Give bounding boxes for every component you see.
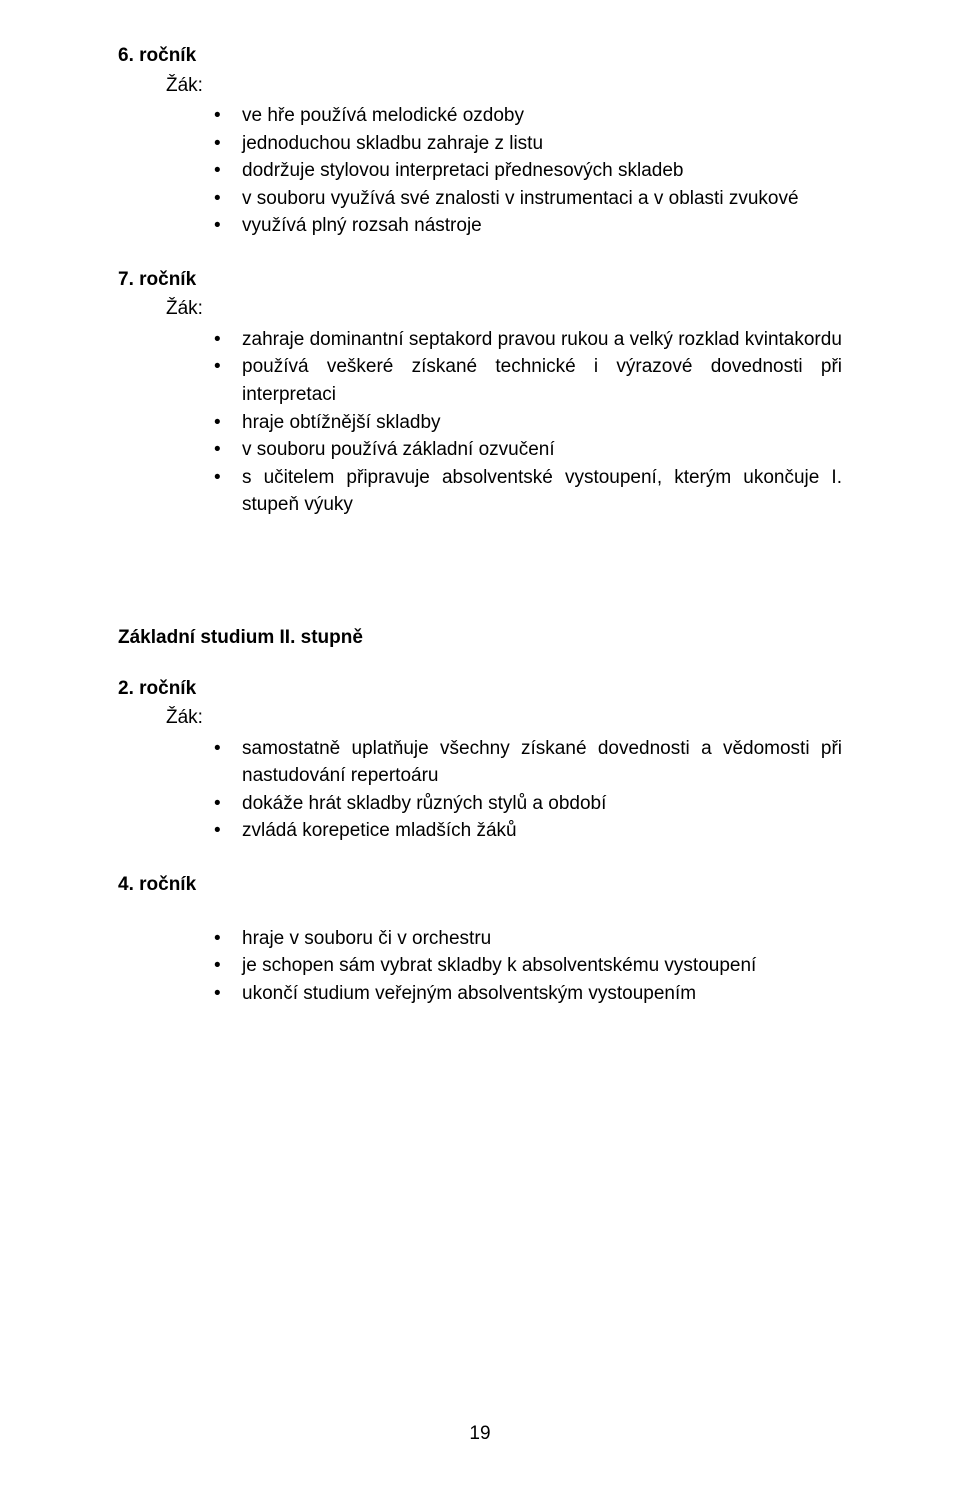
bullet-list-6: ve hře používá melodické ozdoby jednoduc… (118, 102, 842, 240)
list-item: s učitelem připravuje absolventské vysto… (214, 464, 842, 519)
subheading-zak-2: Žák: (118, 704, 842, 732)
list-item: samostatně uplatňuje všechny získané dov… (214, 735, 842, 790)
list-item: v souboru využívá své znalosti v instrum… (214, 185, 842, 213)
heading-rocnik-4: 4. ročník (118, 871, 842, 899)
list-item: používá veškeré získané technické i výra… (214, 353, 842, 408)
subheading-zak-7: Žák: (118, 295, 842, 323)
list-item: dodržuje stylovou interpretaci přednesov… (214, 157, 842, 185)
heading-rocnik-6: 6. ročník (118, 42, 842, 70)
bullet-list-7: zahraje dominantní septakord pravou ruko… (118, 326, 842, 519)
list-item: ve hře používá melodické ozdoby (214, 102, 842, 130)
list-item: zahraje dominantní septakord pravou ruko… (214, 326, 842, 354)
heading-rocnik-7: 7. ročník (118, 266, 842, 294)
list-item: zvládá korepetice mladších žáků (214, 817, 842, 845)
list-item: hraje v souboru či v orchestru (214, 925, 842, 953)
list-item: využívá plný rozsah nástroje (214, 212, 842, 240)
list-item: hraje obtížnější skladby (214, 409, 842, 437)
list-item: ukončí studium veřejným absolventským vy… (214, 980, 842, 1008)
list-item: dokáže hrát skladby různých stylů a obdo… (214, 790, 842, 818)
spacer (118, 545, 842, 627)
list-item: v souboru používá základní ozvučení (214, 436, 842, 464)
heading-zakladni-studium-ii: Základní studium II. stupně (118, 627, 842, 649)
list-item: je schopen sám vybrat skladby k absolven… (214, 952, 842, 980)
document-page: 6. ročník Žák: ve hře používá melodické … (0, 0, 960, 1497)
subheading-zak-6: Žák: (118, 72, 842, 100)
bullet-list-2: samostatně uplatňuje všechny získané dov… (118, 735, 842, 845)
list-item: jednoduchou skladbu zahraje z listu (214, 130, 842, 158)
heading-rocnik-2: 2. ročník (118, 675, 842, 703)
bullet-list-4: hraje v souboru či v orchestru je schope… (118, 925, 842, 1008)
page-number: 19 (0, 1423, 960, 1445)
